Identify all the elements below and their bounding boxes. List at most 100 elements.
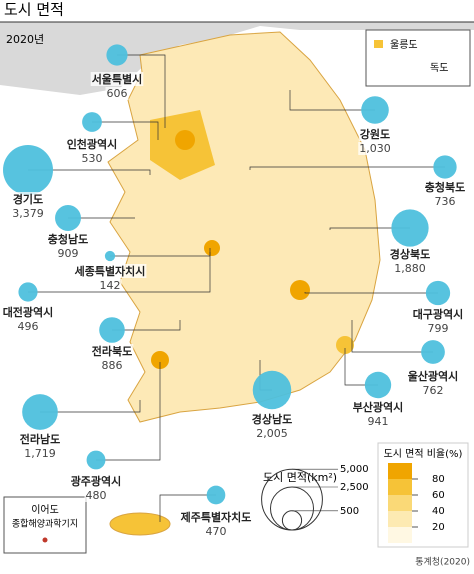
jeju-island [109,512,171,536]
label-bg [56,247,80,260]
label-bg [16,320,40,333]
area-bubble [104,250,116,262]
label-bg [100,359,124,372]
leader-line [117,54,166,128]
label-bg [421,384,445,397]
region-area: 1,030 [359,142,391,155]
region-name: 경상북도 [390,247,430,261]
label-bg [351,400,405,414]
label-bg [366,415,390,428]
label-bg [11,207,45,220]
label-bg [411,307,465,321]
region-name: 경기도 [13,192,43,206]
label-bg [388,247,432,261]
gwangju-area [151,351,169,369]
area-legend-title: 도시 면적(km²) [263,471,337,484]
region-name: 광주광역시 [71,474,122,488]
dokdo-label: 독도 [430,62,448,74]
region-name: 충청남도 [48,232,88,246]
region-name: 경상남도 [252,412,292,426]
leader-line [28,252,211,293]
region-name: 제주특별자치도 [181,510,252,524]
label-bg [433,195,457,208]
label-bg [90,344,134,358]
leader-line [351,320,433,353]
leader-line [96,362,161,461]
region-area: 1,719 [24,447,56,460]
area-bubble [106,44,128,66]
ratio-swatch [388,479,412,495]
label-bg [73,264,147,278]
seoul-area [175,130,195,150]
ieodo-label: 이어도 [31,504,59,516]
region-area: 480 [86,489,107,502]
daegu-area [290,280,310,300]
label-bg [393,262,427,275]
area-bubble [82,112,102,132]
region-area: 762 [423,384,444,397]
region-area: 606 [107,87,128,100]
leader-line [40,400,141,413]
label-bg [204,525,228,538]
label-bg [105,87,129,100]
area-bubble [55,205,81,231]
region-area: 142 [100,279,121,292]
region-name: 대전광역시 [3,305,54,319]
label-bg [90,72,144,86]
label-bg [358,142,392,155]
region-name: 서울특별시 [92,72,143,86]
label-bg [18,432,62,446]
region-area: 3,379 [12,207,44,220]
area-bubble [99,317,125,343]
label-bg [65,137,119,151]
ulleungdo-label: 울릉도 [390,39,418,51]
area-bubble [425,280,451,306]
area-bubble [22,394,58,430]
leader-line [159,494,216,522]
label-bg [358,127,392,141]
region-area: 941 [368,415,389,428]
label-bg [80,152,104,165]
ratio-tick-label: 80 [432,474,445,485]
label-bg [179,510,253,524]
region-area: 2,005 [256,427,288,440]
region-area: 530 [82,152,103,165]
label-bg [423,180,467,194]
area-bubble [86,450,106,470]
region-name: 전라북도 [92,344,132,358]
daejeon-area [204,240,220,256]
label-bg [46,232,90,246]
ratio-tick-label: 20 [432,522,445,533]
area-bubble [252,370,292,410]
title: 도시 면적 [4,1,64,19]
leader-line [289,90,375,111]
year: 2020년 [6,33,44,46]
region-area: 736 [435,195,456,208]
leader-line [249,166,445,170]
leader-line [304,292,438,294]
ratio-legend-title: 도시 면적 비율(%) [384,448,463,460]
ratio-swatch [388,463,412,479]
region-name: 인천광역시 [67,137,118,151]
region-area: 886 [102,359,123,372]
legend-size-label: 5,000 [340,464,369,475]
region-area: 909 [58,247,79,260]
label-bg [98,279,122,292]
ieodo-box [3,496,87,554]
leader-line [329,227,410,230]
ratio-tick-label: 40 [432,506,445,517]
leader-line [112,320,181,331]
region-area: 799 [428,322,449,335]
ulleungdo-shape [374,40,383,48]
legend-size-label: 2,500 [340,482,369,493]
label-bg [426,322,450,335]
region-name: 강원도 [360,127,390,141]
ratio-swatch [388,495,412,511]
label-bg [84,489,108,502]
region-area: 496 [18,320,39,333]
inset-box [365,29,471,87]
label-bg [250,412,294,426]
area-bubble [3,145,53,195]
area-bubble [361,96,389,124]
